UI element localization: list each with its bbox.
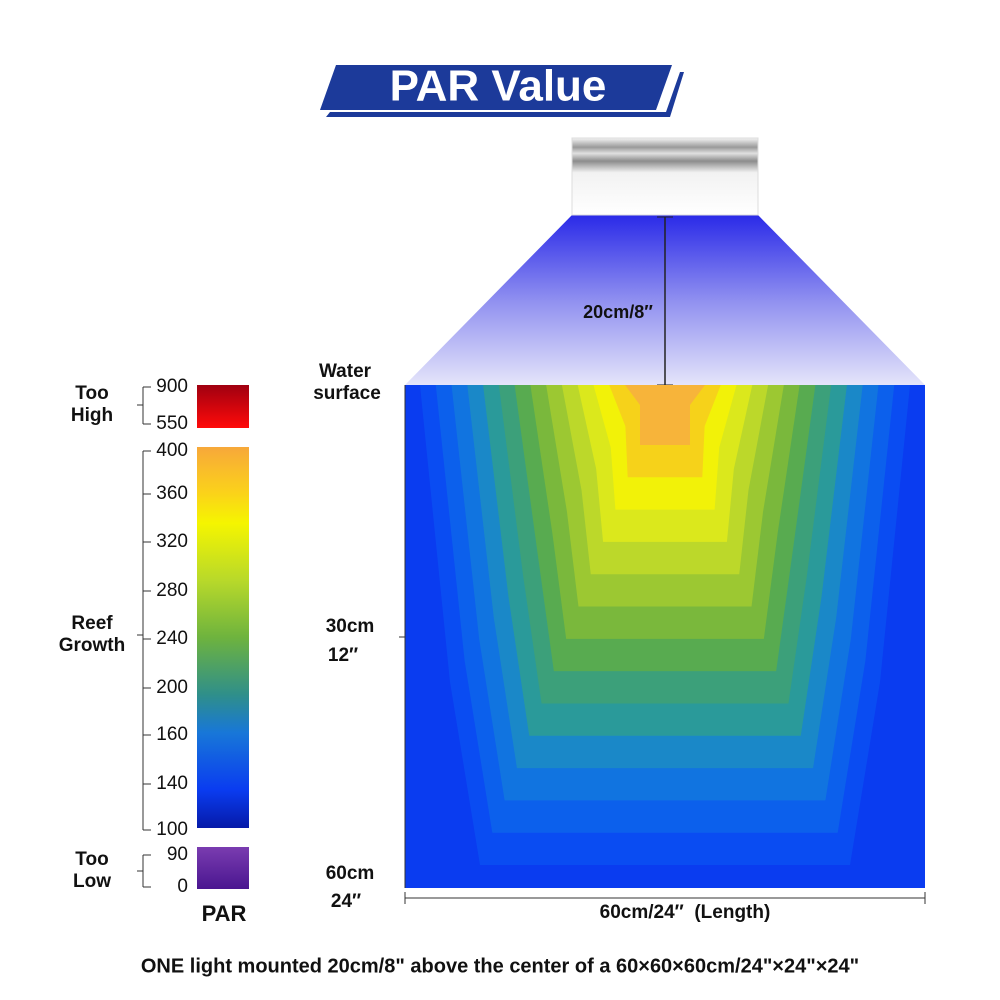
water-surface-label: surface [313, 383, 381, 404]
scale-bar-high [197, 385, 249, 428]
scale-tick-label: 140 [156, 773, 188, 794]
scale-tick-label: 0 [177, 876, 188, 897]
title-banner [320, 65, 672, 110]
length-label: 60cm/24″ (Length) [600, 902, 771, 923]
scale-tick-label: 320 [156, 531, 188, 552]
depth-label: 60cm [326, 863, 375, 884]
scale-tick-label: 90 [167, 844, 188, 865]
par-contours [420, 385, 910, 865]
scale-tick-label: 100 [156, 819, 188, 840]
scale-tick-label: 160 [156, 724, 188, 745]
scale-tick-label: 280 [156, 580, 188, 601]
scale-group-label: Reef [71, 613, 113, 634]
depth-label: 24″ [331, 891, 361, 912]
scale-bar-low [197, 847, 249, 889]
scale-group-label: High [71, 405, 113, 426]
scale-title: PAR [202, 901, 247, 926]
contour-band [625, 385, 705, 445]
scale-tick-label: 900 [156, 376, 188, 397]
scale-group-label: Growth [59, 635, 126, 656]
scale-group-label: Low [73, 871, 111, 892]
light-fixture [571, 137, 759, 216]
scale-tick-label: 550 [156, 413, 188, 434]
scale-group-label: Too [75, 383, 108, 404]
height-label: 20cm/8″ [583, 302, 653, 322]
depth-label: 12″ [328, 645, 358, 666]
scale-tick-label: 400 [156, 440, 188, 461]
scale-tick-label: 200 [156, 677, 188, 698]
water-surface-label: Water [319, 361, 372, 382]
scale-bar-reef [197, 447, 249, 828]
depth-label: 30cm [326, 616, 375, 637]
scale-tick-label: 360 [156, 483, 188, 504]
scale-tick-label: 240 [156, 628, 188, 649]
footer: ONE light mounted 20cm/8" above the cent… [141, 955, 859, 977]
title-banner-accent [326, 72, 684, 117]
scale-group-label: Too [75, 849, 108, 870]
title: PAR Value [390, 62, 607, 111]
